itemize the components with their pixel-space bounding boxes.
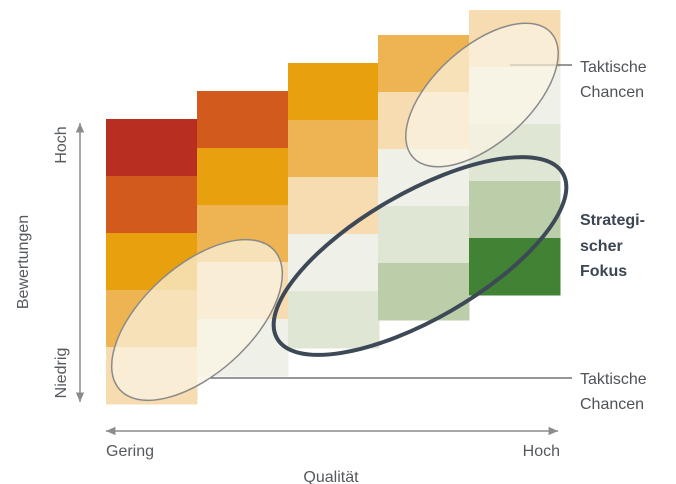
y-axis-title: Bewertungen	[15, 215, 32, 309]
tactical-bottom-label-line2: Chancen	[580, 396, 644, 413]
y-axis-low-label: Niedrig	[53, 348, 70, 399]
grid-cell-c1-r1	[106, 119, 198, 177]
strategic-focus-label-line1: Strategi-	[580, 212, 645, 229]
x-axis-high-label: Hoch	[523, 443, 560, 460]
grid-cell-c5-r4	[469, 181, 561, 239]
strategic-focus-ellipse	[271, 155, 569, 357]
x-axis-low-label: Gering	[106, 443, 154, 460]
grid-cell-c1-r2	[106, 176, 198, 234]
tactical-top-label-line1: Taktische	[580, 59, 647, 76]
grid-cell-c2-r2	[197, 148, 289, 206]
tactical-ellipse-bottom	[110, 238, 284, 402]
grid-cell-c2-r1	[197, 91, 289, 149]
strategic-focus-label-line2: scher	[580, 238, 623, 255]
tactical-top-label-line2: Chancen	[580, 84, 644, 101]
tactical-bottom-label-line1: Taktische	[580, 371, 647, 388]
y-axis-high-label: Hoch	[53, 126, 70, 163]
strategic-focus-label-line3: Fokus	[580, 263, 627, 280]
grid-cell-c4-r4	[378, 206, 470, 264]
grid-cell-c3-r3	[288, 177, 380, 235]
x-axis-title: Qualität	[303, 469, 359, 484]
grid-cell-c3-r5	[288, 291, 380, 349]
tactical-ellipse-top	[405, 22, 559, 168]
grid-cell-c3-r2	[288, 120, 380, 178]
grid-cell-c3-r4	[288, 234, 380, 292]
grid-cell-c4-r5	[378, 263, 470, 321]
grid-cell-c3-r1	[288, 63, 380, 121]
